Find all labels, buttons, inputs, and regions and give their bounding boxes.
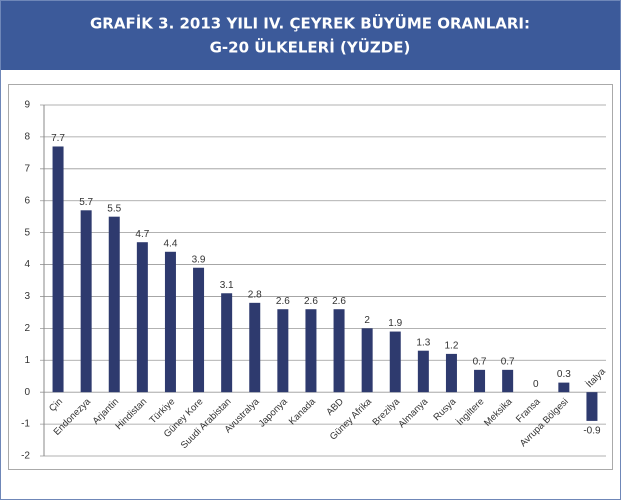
- y-tick-label: 3: [24, 291, 30, 302]
- bar: [136, 242, 148, 393]
- y-tick-label: 6: [24, 195, 30, 206]
- y-tick-label: -1: [21, 419, 30, 430]
- value-label: 1.2: [444, 341, 458, 352]
- chart-title: G-20 ÜLKELERİ (YÜZDE): [210, 38, 411, 57]
- bar: [417, 350, 429, 393]
- value-label: 2.6: [304, 296, 318, 307]
- value-label: 1.3: [416, 337, 430, 348]
- y-tick-label: 8: [24, 132, 30, 143]
- value-label: 1.9: [388, 318, 402, 329]
- bar: [586, 392, 598, 421]
- bar: [80, 210, 92, 393]
- bar: [502, 369, 514, 393]
- value-label: 2.6: [276, 296, 290, 307]
- bar: [445, 353, 457, 393]
- value-label: 0: [533, 379, 539, 390]
- value-label: 0.7: [501, 356, 515, 367]
- bar: [333, 309, 345, 393]
- bar: [361, 328, 373, 393]
- bar: [193, 267, 205, 393]
- y-tick-label: 5: [24, 227, 30, 238]
- bar: [474, 369, 486, 393]
- header-band: [0, 0, 621, 70]
- plot-frame: [8, 84, 613, 470]
- y-tick-label: -2: [21, 451, 30, 462]
- value-label: 2.8: [248, 289, 262, 300]
- bar: [305, 309, 317, 393]
- value-label: 5.5: [107, 203, 121, 214]
- value-label: 7.7: [51, 133, 65, 144]
- y-tick-label: 0: [24, 387, 30, 398]
- value-label: 2.6: [332, 296, 346, 307]
- value-label: 4.7: [135, 229, 149, 240]
- bar: [164, 251, 176, 393]
- value-label: 3.1: [220, 280, 234, 291]
- bar: [108, 216, 120, 393]
- y-tick-label: 9: [24, 100, 30, 111]
- bar: [558, 382, 570, 393]
- value-label: 5.7: [79, 197, 93, 208]
- y-tick-label: 7: [24, 163, 30, 174]
- value-label: 0.3: [557, 369, 571, 380]
- bar: [389, 331, 401, 393]
- y-tick-label: 2: [24, 323, 30, 334]
- chart-title: GRAFİK 3. 2013 YILI IV. ÇEYREK BÜYÜME OR…: [90, 14, 530, 33]
- bar: [277, 309, 289, 393]
- bar: [52, 146, 64, 393]
- value-label: 3.9: [192, 254, 206, 265]
- value-label: -0.9: [583, 426, 601, 437]
- y-tick-label: 4: [24, 259, 30, 270]
- value-label: 0.7: [473, 356, 487, 367]
- value-label: 4.4: [163, 238, 177, 249]
- bar: [249, 302, 261, 393]
- bar: [221, 293, 233, 393]
- y-tick-label: 1: [24, 355, 30, 366]
- value-label: 2: [364, 315, 370, 326]
